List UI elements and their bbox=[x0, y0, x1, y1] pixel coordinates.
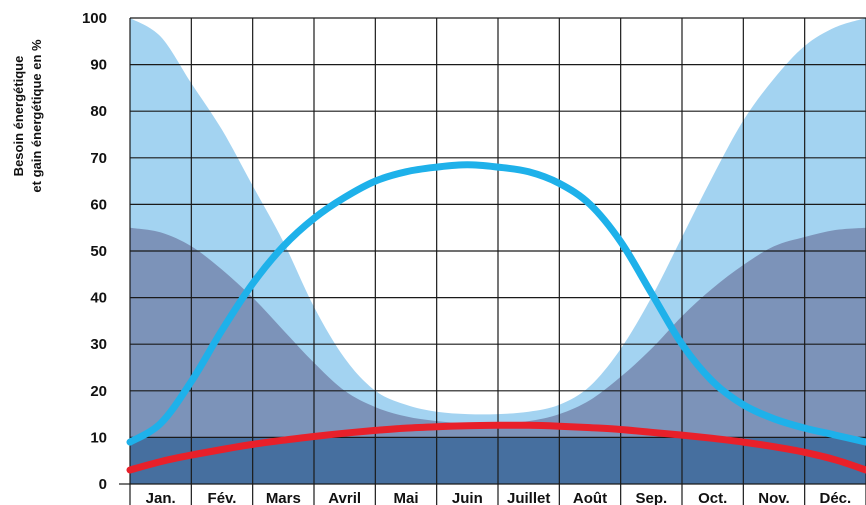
x-tick-label: Fév. bbox=[208, 490, 237, 505]
y-tick-label: 100 bbox=[82, 10, 107, 27]
x-tick-label: Juin bbox=[452, 490, 483, 505]
x-tick-label: Août bbox=[573, 490, 607, 505]
x-tick-label: Oct. bbox=[698, 490, 727, 505]
x-tick-label: Avril bbox=[328, 490, 361, 505]
x-tick-labels: Jan. Fév. Mars Avril Mai Juin Juillet Août Sep. O… bbox=[146, 490, 852, 505]
y-axis-label-line-2: et gain énergétique en % bbox=[29, 39, 44, 193]
line-layer bbox=[126, 161, 866, 474]
y-axis-label-line-1: Besoin énergétique bbox=[11, 56, 26, 177]
y-tick-labels: 0 10 20 30 40 50 60 70 80 90 100 bbox=[82, 10, 107, 493]
x-tick-label: Mars bbox=[266, 490, 301, 505]
y-tick-label: 90 bbox=[90, 57, 107, 74]
y-tick-label: 0 bbox=[99, 476, 107, 493]
y-tick-label: 50 bbox=[90, 243, 107, 260]
grid-layer bbox=[119, 17, 866, 505]
line-series-3 bbox=[126, 161, 866, 446]
y-tick-label: 10 bbox=[90, 429, 107, 446]
y-tick-label: 60 bbox=[90, 196, 107, 213]
x-tick-label: Mai bbox=[393, 490, 418, 505]
x-tick-label: Sep. bbox=[635, 490, 667, 505]
x-tick-label: Nov. bbox=[758, 490, 789, 505]
x-tick-label: Jan. bbox=[146, 490, 176, 505]
y-tick-label: 30 bbox=[90, 336, 107, 353]
y-tick-label: 70 bbox=[90, 150, 107, 167]
x-tick-label: Juillet bbox=[507, 490, 550, 505]
y-tick-label: 40 bbox=[90, 290, 107, 307]
x-tick-label: Déc. bbox=[819, 490, 851, 505]
line-series-4 bbox=[126, 421, 866, 474]
y-tick-label: 80 bbox=[90, 103, 107, 120]
y-tick-label: 20 bbox=[90, 383, 107, 400]
